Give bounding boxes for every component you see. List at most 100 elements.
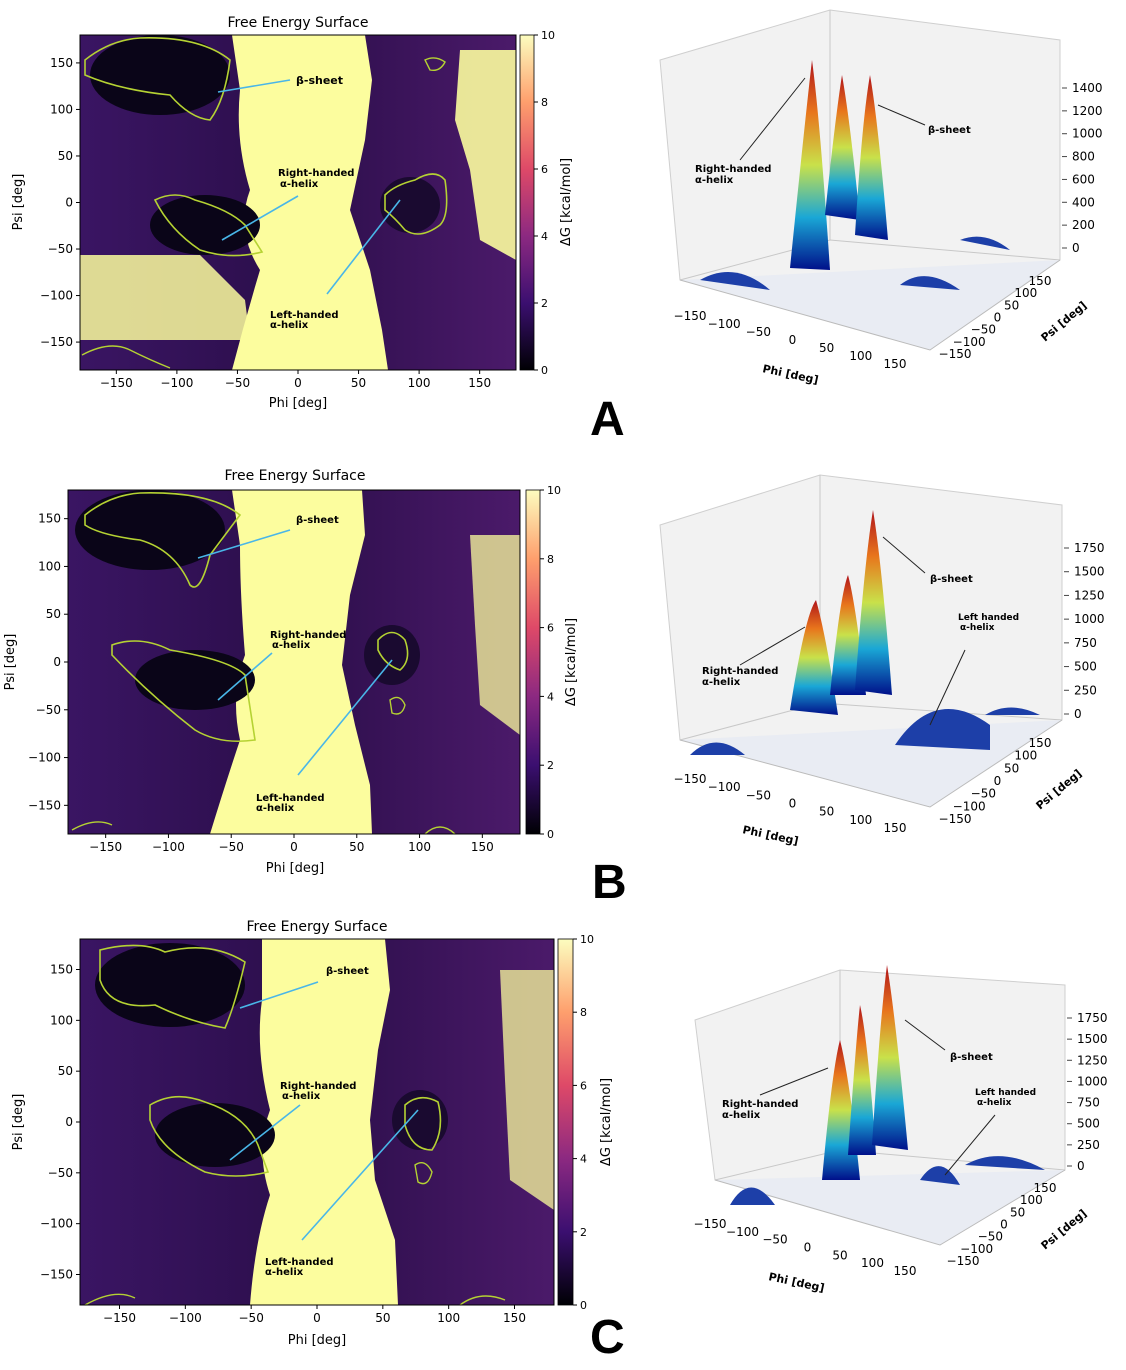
peak-alpha-right [790, 600, 838, 715]
x-tick-label: −100 [152, 840, 185, 854]
surface-x-tick-label: −100 [708, 780, 741, 794]
annotation-beta: β-sheet [296, 74, 343, 87]
z-tick-label: 250 [1077, 1138, 1100, 1152]
colorbar-tick-label: 0 [580, 1299, 587, 1312]
colorbar-label: ΔG [kcal/mol] [559, 158, 574, 246]
surface-c: β-sheet Right-handed α-helix Left handed… [694, 965, 1108, 1295]
y-tick-label: 50 [58, 149, 73, 163]
z-tick-label: 750 [1077, 1096, 1100, 1110]
surface-floor [714, 1169, 1066, 1246]
panel-letter-c: C [590, 1311, 625, 1364]
contour-alpha-right [153, 194, 264, 257]
contour-small [424, 57, 446, 72]
colorbar-tick-label: 6 [547, 622, 554, 635]
y-tick-label: 0 [53, 655, 61, 669]
minimum-alpha-left [380, 177, 440, 233]
colorbar-tick-label: 10 [580, 933, 594, 946]
z-tick-label: 0 [1077, 1159, 1085, 1173]
x-tick-label: 150 [471, 840, 494, 854]
surface-y-tick-label: 0 [994, 774, 1002, 788]
minimum-beta [90, 35, 230, 115]
x-tick-label: 50 [375, 1311, 390, 1325]
z-tick-label: 800 [1072, 150, 1095, 164]
colorbar-tick-label: 8 [547, 553, 554, 566]
minimum-beta [75, 490, 225, 570]
z-tick-label: 1750 [1074, 541, 1105, 555]
x-ticks: −150 −100 −50 0 50 100 150 [89, 834, 494, 854]
surface-y-label: Psi [deg] [1034, 767, 1085, 812]
surface-x-tick-label: −50 [746, 788, 771, 802]
contour-beta [84, 37, 231, 121]
surface-y-tick-label: 100 [1014, 286, 1037, 300]
surface-x-tick-label: 0 [804, 1241, 812, 1255]
y-tick-label: 0 [65, 196, 73, 210]
arrow-beta [217, 79, 291, 93]
peak-small-2 [920, 1166, 960, 1185]
y-tick-label: 50 [58, 1064, 73, 1078]
peak-small-1 [700, 272, 770, 290]
contour-alpha-left [377, 631, 409, 671]
heatmap-b: β-sheet Right-handed α-helix Left-handed… [3, 468, 521, 876]
surface-label-right-1: Right-handed [722, 1099, 798, 1110]
x-tick-label: 100 [437, 1311, 460, 1325]
annotation-right-1: Right-handed [278, 168, 354, 179]
contour-bottom [84, 1293, 506, 1306]
minimum-alpha-right [155, 1103, 275, 1167]
minimum-alpha-left [392, 1090, 448, 1150]
x-tick-label: −150 [100, 376, 133, 390]
surface-x-tick-label: 150 [884, 357, 907, 371]
surface-y-tick-label: 150 [1029, 274, 1052, 288]
surface-x-tick-label: −150 [674, 309, 707, 323]
y-tick-label: 100 [50, 1013, 73, 1027]
peak-small-3 [960, 236, 1010, 250]
z-tick-label: 1400 [1072, 81, 1103, 95]
surface-x-tick-label: 50 [832, 1248, 847, 1262]
contour-bottom [71, 821, 456, 835]
colorbar-tick-label: 4 [541, 230, 548, 243]
contour-alpha-right [149, 1095, 270, 1177]
y-tick-label: −100 [40, 289, 73, 303]
panel-b: β-sheet Right-handed α-helix Left-handed… [0, 455, 1126, 910]
x-tick-label: −100 [169, 1311, 202, 1325]
peak-alpha-right [790, 60, 830, 270]
colorbar [519, 34, 535, 371]
surface-y-tick-label: 50 [1004, 298, 1019, 312]
peak-small-1 [690, 742, 745, 755]
surface-x-tick-label: 50 [819, 805, 834, 819]
peak-middle [825, 75, 860, 220]
surface-x-tick-label: −50 [762, 1233, 787, 1247]
panel-a-svg: β-sheet Right-handed α-helix Left-handed… [11, 9, 1103, 411]
z-tick-label: 1250 [1077, 1053, 1108, 1067]
arrow-beta [197, 529, 291, 559]
z-tick-label: 750 [1074, 636, 1097, 650]
colorbar-tick-label: 2 [580, 1226, 587, 1239]
z-tick-label: 1000 [1074, 612, 1105, 626]
contour-small [414, 1162, 433, 1185]
colorbar-tick-label: 0 [547, 828, 554, 841]
x-tick-label: −150 [89, 840, 122, 854]
annotation-right-1: Right-handed [270, 630, 346, 641]
surface-x-tick-label: −100 [726, 1225, 759, 1239]
surface-y-tick-label: −100 [953, 799, 986, 813]
z-tick-label: 1200 [1072, 104, 1103, 118]
contour-alpha-left [404, 1096, 442, 1151]
x-tick-label: −150 [103, 1311, 136, 1325]
surface-y-tick-label: 50 [1010, 1205, 1025, 1219]
pointer-beta [904, 1019, 946, 1051]
surface-y-tick-label: −50 [978, 1230, 1003, 1244]
colorbar-tick-label: 10 [541, 29, 555, 42]
peak-small-1 [730, 1187, 775, 1205]
colorbar-b: 10 8 6 4 2 0 ΔG [kcal/mol] [525, 484, 579, 841]
surface-y-tick-label: −150 [947, 1254, 980, 1268]
minimum-alpha-right [150, 195, 260, 255]
y-tick-label: −100 [28, 751, 61, 765]
surface-x-tick-label: 100 [861, 1256, 884, 1270]
surface-x-label: Phi [deg] [767, 1270, 825, 1295]
z-tick-label: 1750 [1077, 1011, 1108, 1025]
y-tick-label: 0 [65, 1115, 73, 1129]
x-tick-label: 150 [503, 1311, 526, 1325]
